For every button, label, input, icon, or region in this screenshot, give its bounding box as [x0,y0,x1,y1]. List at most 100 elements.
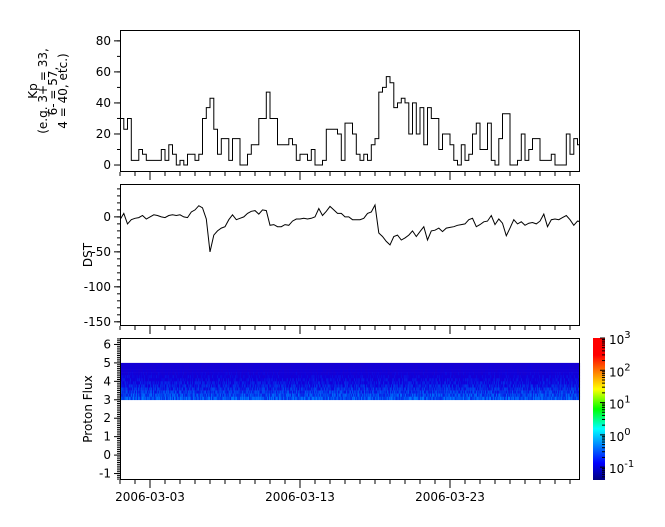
spectrogram-cell [245,366,246,369]
spectrogram-cell [407,372,408,375]
spectrogram-cell [318,372,319,375]
spectrogram-cell [199,363,200,366]
spectrogram-cell [471,375,472,378]
spectrogram-cell [503,397,504,400]
spectrogram-cell [240,384,241,387]
spectrogram-cell [335,381,336,384]
spectrogram-cell [293,387,294,390]
spectrogram-cell [414,384,415,387]
spectrogram-cell [281,384,282,387]
spectrogram-cell [444,394,445,397]
spectrogram-cell [368,394,369,397]
spectrogram-cell [348,384,349,387]
spectrogram-cell [258,384,259,387]
spectrogram-cell [486,369,487,372]
spectrogram-cell [228,391,229,394]
spectrogram-cell [502,369,503,372]
spectrogram-cell [502,387,503,390]
spectrogram-cell [399,387,400,390]
spectrogram-cell [408,384,409,387]
spectrogram-cell [430,369,431,372]
spectrogram-cell [306,384,307,387]
spectrogram-cell [212,381,213,384]
spectrogram-cell [315,372,316,375]
spectrogram-cell [309,378,310,381]
spectrogram-cell [413,369,414,372]
spectrogram-cell [155,384,156,387]
spectrogram-cell [254,366,255,369]
spectrogram-cell [420,397,421,400]
spectrogram-cell [314,394,315,397]
spectrogram-cell [241,394,242,397]
spectrogram-cell [483,366,484,369]
spectrogram-cell [261,366,262,369]
spectrogram-cell [188,369,189,372]
spectrogram-cell [142,384,143,387]
spectrogram-cell [189,372,190,375]
spectrogram-cell [421,366,422,369]
spectrogram-cell [369,369,370,372]
spectrogram-cell [199,397,200,400]
spectrogram-cell [202,366,203,369]
spectrogram-cell [383,366,384,369]
spectrogram-cell [475,384,476,387]
spectrogram-cell [192,369,193,372]
spectrogram-cell [305,391,306,394]
spectrogram-cell [156,369,157,372]
spectrogram-cell [444,381,445,384]
spectrogram-cell [391,378,392,381]
spectrogram-cell [231,381,232,384]
spectrogram-cell [321,363,322,366]
spectrogram-cell [495,366,496,369]
spectrogram-cell [278,366,279,369]
spectrogram-cell [508,394,509,397]
spectrogram-cell [232,375,233,378]
spectrogram-cell [512,387,513,390]
spectrogram-cell [498,397,499,400]
spectrogram-cell [211,381,212,384]
spectrogram-cell [202,369,203,372]
spectrogram-cell [230,375,231,378]
spectrogram-cell [207,375,208,378]
spectrogram-cell [482,387,483,390]
spectrogram-cell [402,375,403,378]
spectrogram-cell [298,387,299,390]
spectrogram-cell [138,369,139,372]
spectrogram-cell [354,384,355,387]
spectrogram-cell [250,363,251,366]
spectrogram-cell [206,387,207,390]
spectrogram-cell [352,394,353,397]
spectrogram-cell [198,366,199,369]
spectrogram-cell [209,387,210,390]
spectrogram-cell [502,384,503,387]
spectrogram-cell [167,372,168,375]
spectrogram-cell [182,397,183,400]
spectrogram-cell [470,387,471,390]
spectrogram-cell [383,369,384,372]
spectrogram-cell [251,375,252,378]
spectrogram-cell [387,394,388,397]
spectrogram-cell [384,363,385,366]
spectrogram-cell [357,372,358,375]
spectrogram-cell [214,375,215,378]
spectrogram-cell [283,366,284,369]
spectrogram-cell [457,387,458,390]
spectrogram-cell [312,363,313,366]
spectrogram-cell [464,381,465,384]
spectrogram-cell [430,381,431,384]
spectrogram-cell [394,372,395,375]
spectrogram-cell [509,381,510,384]
spectrogram-cell [131,381,132,384]
spectrogram-cell [284,387,285,390]
spectrogram-cell [275,375,276,378]
spectrogram-cell [152,363,153,366]
spectrogram-cell [273,372,274,375]
spectrogram-cell [341,363,342,366]
spectrogram-cell [208,394,209,397]
spectrogram-cell [135,394,136,397]
spectrogram-cell [182,375,183,378]
spectrogram-cell [229,369,230,372]
spectrogram-cell [396,394,397,397]
spectrogram-cell [275,381,276,384]
spectrogram-cell [459,391,460,394]
